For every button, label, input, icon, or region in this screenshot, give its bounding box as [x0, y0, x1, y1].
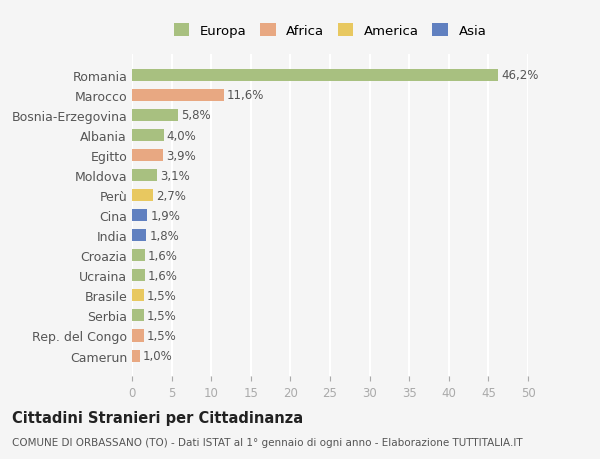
Bar [132, 350, 140, 362]
Bar [132, 310, 144, 322]
Text: 1,5%: 1,5% [147, 329, 177, 342]
Text: 1,5%: 1,5% [147, 289, 177, 302]
Text: 1,6%: 1,6% [148, 269, 178, 282]
Text: 11,6%: 11,6% [227, 89, 265, 102]
Bar [132, 270, 145, 282]
Bar [132, 70, 498, 82]
Bar [132, 250, 145, 262]
Bar [132, 150, 163, 162]
Bar [132, 90, 224, 102]
Text: 3,9%: 3,9% [166, 149, 196, 162]
Bar [132, 330, 144, 342]
Text: Cittadini Stranieri per Cittadinanza: Cittadini Stranieri per Cittadinanza [12, 410, 303, 425]
Bar [132, 130, 164, 142]
Text: 2,7%: 2,7% [157, 189, 187, 202]
Text: 3,1%: 3,1% [160, 169, 190, 182]
Text: 5,8%: 5,8% [181, 109, 211, 122]
Text: 4,0%: 4,0% [167, 129, 197, 142]
Bar [132, 110, 178, 122]
Bar [132, 230, 146, 242]
Text: 1,5%: 1,5% [147, 309, 177, 322]
Bar [132, 210, 147, 222]
Text: 1,9%: 1,9% [150, 209, 180, 222]
Text: 46,2%: 46,2% [501, 69, 538, 82]
Text: COMUNE DI ORBASSANO (TO) - Dati ISTAT al 1° gennaio di ogni anno - Elaborazione : COMUNE DI ORBASSANO (TO) - Dati ISTAT al… [12, 437, 523, 447]
Bar [132, 190, 154, 202]
Legend: Europa, Africa, America, Asia: Europa, Africa, America, Asia [170, 20, 490, 42]
Text: 1,8%: 1,8% [149, 229, 179, 242]
Bar [132, 290, 144, 302]
Bar [132, 170, 157, 182]
Text: 1,6%: 1,6% [148, 249, 178, 262]
Text: 1,0%: 1,0% [143, 349, 173, 362]
